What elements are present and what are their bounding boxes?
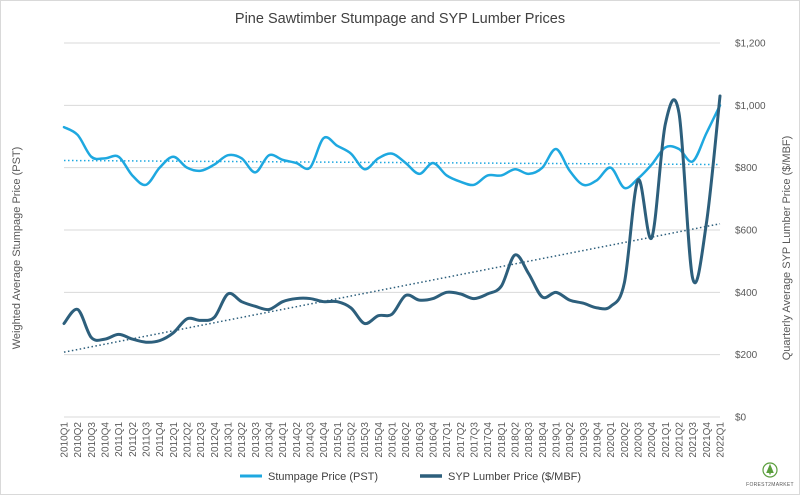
x-tick-label: 2014Q1 — [278, 422, 289, 458]
x-tick-label: 2013Q2 — [237, 422, 248, 458]
x-tick-label: 2011Q3 — [142, 422, 153, 457]
x-tick-label: 2021Q3 — [688, 422, 699, 458]
x-tick-label: 2011Q2 — [128, 422, 139, 457]
series-lines — [62, 94, 722, 344]
x-tick-label: 2020Q4 — [647, 422, 658, 458]
x-tick-label: 2014Q3 — [306, 422, 317, 458]
x-axis-ticks: 2010Q1 2010Q2 2010Q3 2010Q4 2011Q1 2011Q2 2011… — [60, 422, 727, 458]
legend-label: SYP Lumber Price ($/MBF) — [448, 471, 581, 483]
x-tick-label: 2018Q1 — [497, 422, 508, 458]
forest2market-logo: FOREST2MARKET — [746, 462, 794, 488]
tree-trunk-icon — [769, 472, 771, 475]
x-tick-label: 2018Q4 — [538, 422, 549, 458]
x-tick-label: 2021Q4 — [702, 422, 713, 458]
y-tick-label: $400 — [735, 288, 758, 299]
x-tick-label: 2015Q3 — [360, 422, 371, 458]
x-tick-label: 2013Q1 — [224, 422, 235, 458]
x-tick-label: 2021Q1 — [661, 422, 672, 458]
x-tick-label: 2020Q2 — [620, 422, 631, 458]
x-tick-label: 2016Q1 — [388, 422, 399, 458]
x-tick-label: 2022Q1 — [716, 422, 727, 458]
x-tick-label: 2013Q3 — [251, 422, 262, 458]
trendline — [63, 159, 721, 166]
chart-title: Pine Sawtimber Stumpage and SYP Lumber P… — [235, 11, 565, 27]
x-tick-label: 2011Q1 — [114, 422, 125, 457]
x-tick-label: 2016Q2 — [401, 422, 412, 458]
trendline — [63, 223, 721, 353]
y-tick-label: $200 — [735, 350, 758, 361]
x-tick-label: 2017Q4 — [483, 422, 494, 458]
x-tick-label: 2019Q2 — [565, 422, 576, 458]
x-tick-label: 2019Q4 — [593, 422, 604, 458]
x-tick-label: 2015Q4 — [374, 422, 385, 458]
y-tick-label: $600 — [735, 226, 758, 237]
y-tick-label: $0 — [735, 413, 747, 424]
x-tick-label: 2010Q1 — [60, 422, 71, 458]
gridlines — [64, 42, 720, 418]
x-tick-label: 2016Q3 — [415, 422, 426, 458]
left-axis-title: Weighted Average Stumpage Price (PST) — [11, 147, 23, 350]
x-tick-label: 2010Q2 — [73, 422, 84, 458]
x-tick-label: 2015Q2 — [347, 422, 358, 458]
x-tick-label: 2014Q2 — [292, 422, 303, 458]
right-axis-title: Quarterly Average SYP Lumber Price ($/MB… — [781, 136, 793, 361]
y-tick-label: $1,200 — [735, 39, 766, 50]
x-tick-label: 2014Q4 — [319, 422, 330, 458]
x-tick-label: 2015Q1 — [333, 422, 344, 458]
x-tick-label: 2017Q2 — [456, 422, 467, 458]
x-tick-label: 2012Q2 — [183, 422, 194, 458]
legend: Stumpage Price (PST) SYP Lumber Price ($/… — [240, 471, 581, 483]
x-tick-label: 2011Q4 — [155, 422, 166, 457]
x-tick-label: 2012Q4 — [210, 422, 221, 458]
x-tick-label: 2012Q3 — [196, 422, 207, 458]
x-tick-label: 2019Q1 — [552, 422, 563, 458]
x-tick-label: 2010Q3 — [87, 422, 98, 458]
x-tick-label: 2013Q4 — [265, 422, 276, 458]
x-tick-label: 2017Q3 — [470, 422, 481, 458]
x-tick-label: 2019Q3 — [579, 422, 590, 458]
x-tick-label: 2021Q2 — [675, 422, 686, 458]
stumpage-series-line — [62, 104, 722, 190]
syp-lumber-series-line — [62, 94, 722, 344]
tree-icon — [766, 463, 774, 473]
y-tick-label: $800 — [735, 163, 758, 174]
x-tick-label: 2010Q4 — [101, 422, 112, 458]
x-tick-label: 2018Q2 — [511, 422, 522, 458]
trendlines — [63, 159, 721, 353]
x-tick-label: 2020Q1 — [606, 422, 617, 458]
legend-label: Stumpage Price (PST) — [268, 471, 378, 483]
x-tick-label: 2020Q3 — [634, 422, 645, 458]
x-tick-label: 2018Q3 — [524, 422, 535, 458]
x-tick-label: 2016Q4 — [429, 422, 440, 458]
logo-text: FOREST2MARKET — [746, 482, 794, 488]
x-tick-label: 2017Q1 — [442, 422, 453, 458]
y-tick-label: $1,000 — [735, 101, 766, 112]
right-axis-ticks: $0 $200 $400 $600 $800 $1,000 $1,200 — [735, 39, 766, 424]
x-tick-label: 2012Q1 — [169, 422, 180, 458]
